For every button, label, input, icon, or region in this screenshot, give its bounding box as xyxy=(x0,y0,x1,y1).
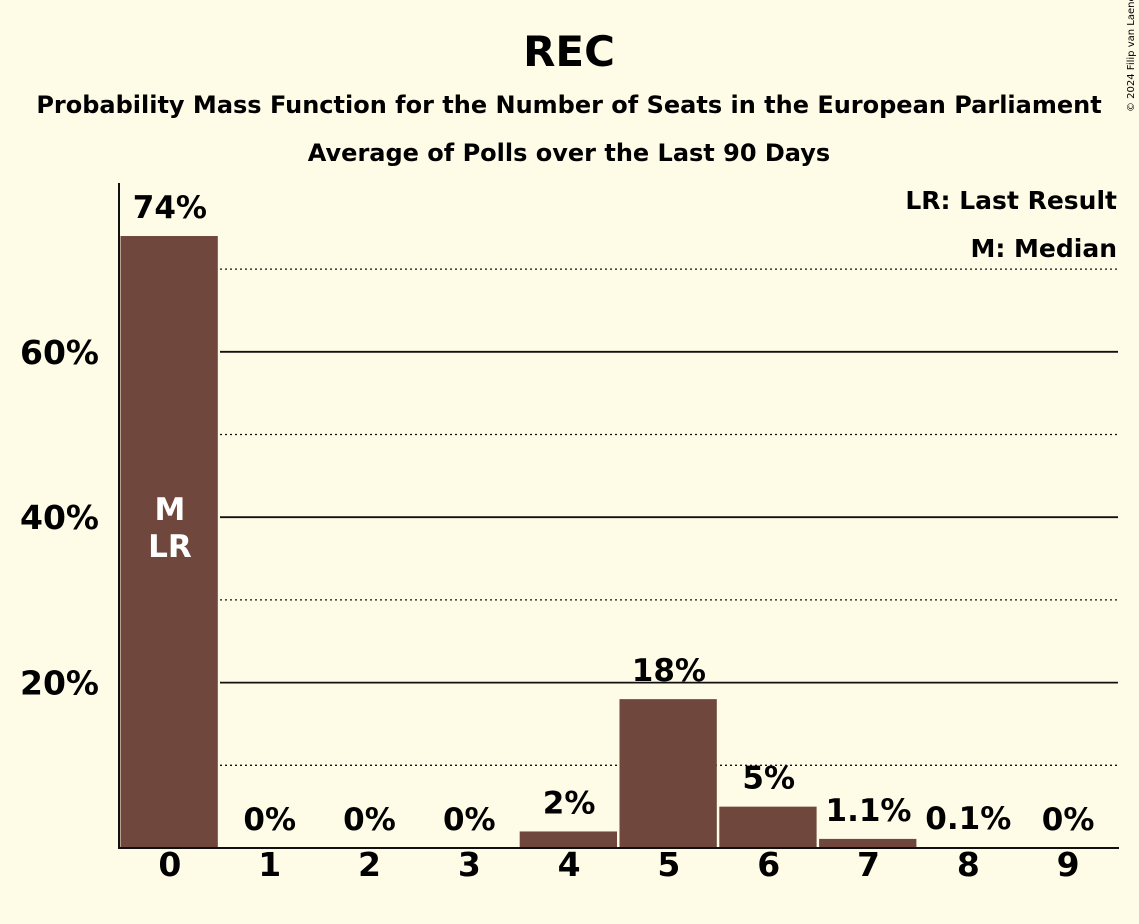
y-tick-labels: 20% 40% 60% xyxy=(20,333,99,703)
bar-annotations: MLR xyxy=(148,492,192,565)
x-tick-label: 2 xyxy=(358,845,381,884)
bar-annotation: LR xyxy=(148,529,192,565)
bars xyxy=(120,236,1017,848)
y-tick-label: 20% xyxy=(20,664,99,703)
chart-subtitle-2: Average of Polls over the Last 90 Days xyxy=(308,139,830,167)
copyright-text: © 2024 Filip van Laenen xyxy=(1126,0,1137,112)
x-tick-label: 0 xyxy=(158,845,181,884)
value-label: 0% xyxy=(243,802,296,838)
y-tick-label: 40% xyxy=(20,498,99,537)
value-label: 0% xyxy=(1042,802,1095,838)
value-label: 74% xyxy=(133,190,207,226)
bar xyxy=(719,806,817,848)
value-label: 0.1% xyxy=(925,801,1011,837)
x-tick-label: 4 xyxy=(558,845,581,884)
bar xyxy=(120,236,218,848)
x-tick-label: 9 xyxy=(1057,845,1080,884)
x-tick-label: 6 xyxy=(757,845,780,884)
x-tick-label: 8 xyxy=(957,845,980,884)
legend-median: M: Median xyxy=(970,234,1117,263)
gridlines xyxy=(220,268,1118,766)
x-tick-label: 3 xyxy=(458,845,481,884)
value-label: 1.1% xyxy=(826,793,912,829)
x-tick-label: 5 xyxy=(657,845,680,884)
x-tick-label: 7 xyxy=(857,845,880,884)
chart-title: REC xyxy=(523,27,615,76)
value-label: 5% xyxy=(742,761,795,797)
value-labels: 74% 0% 0% 0% 2% 18% 5% 1.1% 0.1% 0% xyxy=(133,190,1095,838)
bar xyxy=(519,831,617,848)
bar xyxy=(819,838,917,848)
value-label: 0% xyxy=(343,802,396,838)
value-label: 0% xyxy=(443,802,496,838)
x-tick-label: 1 xyxy=(258,845,281,884)
chart-subtitle: Probability Mass Function for the Number… xyxy=(36,91,1101,119)
y-tick-label: 60% xyxy=(20,333,99,372)
value-label: 18% xyxy=(632,653,706,689)
bar-annotation: M xyxy=(154,492,185,528)
bar xyxy=(619,699,717,848)
value-label: 2% xyxy=(543,785,596,821)
legend-last-result: LR: Last Result xyxy=(905,186,1117,215)
x-tick-labels: 0 1 2 3 4 5 6 7 8 9 xyxy=(158,845,1079,884)
